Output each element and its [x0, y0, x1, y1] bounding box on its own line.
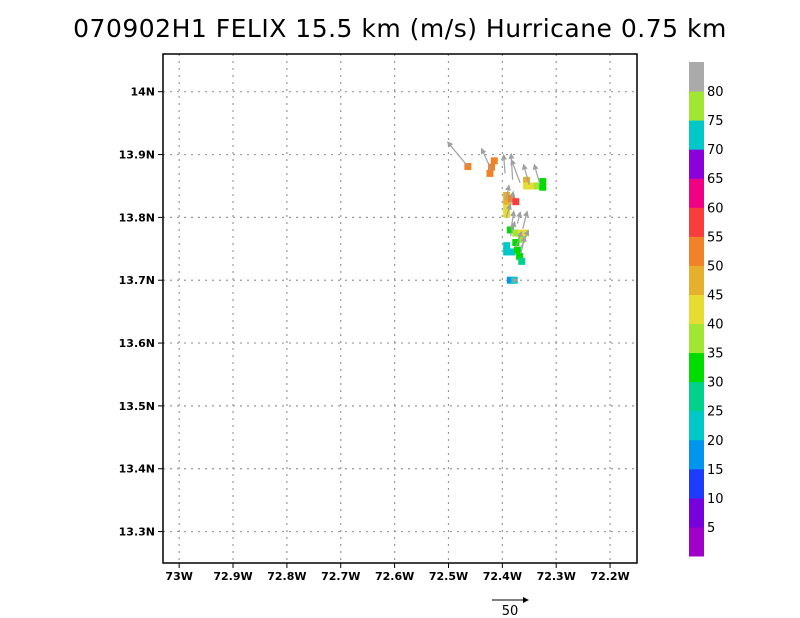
x-tick-label: 73W — [165, 570, 192, 583]
wind-speed-cell — [506, 276, 514, 284]
x-tick-label: 72.2W — [590, 570, 629, 583]
wind-vector — [480, 147, 493, 171]
wind-vector — [508, 152, 515, 180]
colorbar-label: 5 — [707, 521, 715, 536]
wind-vector — [522, 163, 530, 185]
wind-speed-cell — [539, 178, 547, 186]
x-tick-label: 72.9W — [213, 570, 252, 583]
wind-vector — [500, 153, 507, 174]
wind-speed-cell — [528, 182, 536, 190]
colorbar-segment — [689, 207, 704, 237]
colorbar-label: 10 — [707, 492, 724, 507]
x-tick-label: 72.7W — [321, 570, 360, 583]
wind-speed-cell — [488, 163, 496, 171]
x-tick-label: 72.8W — [267, 570, 306, 583]
colorbar-label: 45 — [707, 288, 724, 303]
colorbar-label: 70 — [707, 143, 724, 158]
wind-speed-cell — [513, 246, 521, 254]
colorbar-label: 35 — [707, 347, 724, 362]
wind-vector — [520, 229, 530, 248]
reference-vector: 50 — [492, 597, 529, 618]
colorbar-segment — [689, 265, 704, 295]
wind-speed-cells — [464, 157, 547, 284]
colorbar-segment — [689, 468, 704, 499]
reference-vector-label: 50 — [502, 604, 519, 618]
colorbar: 5 10 15 20 25 30 35 40 45 50 55 60 65 70 75 80 — [689, 62, 724, 557]
wind-speed-cell — [518, 257, 526, 265]
wind-vector — [505, 203, 512, 218]
colorbar-segment — [689, 178, 704, 208]
colorbar-segment — [689, 120, 704, 150]
x-tick-label: 72.4W — [483, 570, 522, 583]
wind-vector — [509, 220, 517, 237]
colorbar-label: 20 — [707, 434, 724, 449]
colorbar-segment — [689, 149, 704, 179]
wind-speed-cell — [490, 157, 498, 165]
y-tick-label: 13.9N — [119, 149, 155, 162]
colorbar-label: 80 — [707, 85, 724, 100]
wind-speed-cell — [516, 252, 524, 260]
chart-title: 070902H1 FELIX 15.5 km (m/s) Hurricane 0… — [73, 14, 727, 43]
y-tick-label: 14N — [130, 86, 155, 99]
wind-speed-cell — [523, 176, 531, 184]
x-tick-label: 72.5W — [429, 570, 468, 583]
y-tick-label: 13.8N — [119, 211, 155, 224]
wind-speed-cell — [523, 182, 531, 190]
y-tick-label: 13.5N — [119, 400, 155, 413]
y-tick-label: 13.3N — [119, 526, 155, 539]
y-axis: 14N 13.9N 13.8N 13.7N 13.6N 13.5N 13.4N 13.3N — [119, 86, 163, 539]
wind-speed-cell — [506, 226, 514, 234]
plot-frame — [162, 53, 638, 564]
colorbar-label: 40 — [707, 318, 724, 333]
wind-vector — [522, 210, 529, 229]
colorbar-label: 30 — [707, 376, 724, 391]
colorbar-label: 15 — [707, 463, 724, 478]
wind-vector — [510, 158, 521, 184]
colorbar-label: 55 — [707, 230, 724, 245]
colorbar-segment — [689, 410, 704, 441]
colorbar-segment — [689, 294, 704, 325]
wind-speed-cell — [503, 248, 511, 256]
colorbar-label: 65 — [707, 172, 724, 187]
colorbar-segment — [689, 323, 704, 354]
colorbar-segment — [689, 439, 704, 470]
wind-speed-cell — [508, 248, 516, 256]
y-tick-label: 13.4N — [119, 463, 155, 476]
wind-speed-cell — [512, 229, 520, 237]
wind-speed-cell — [539, 183, 547, 191]
colorbar-label: 25 — [707, 405, 724, 420]
x-tick-label: 72.6W — [375, 570, 414, 583]
colorbar-segment — [689, 381, 704, 412]
x-tick-label: 72.3W — [537, 570, 576, 583]
x-axis: 73W 72.9W 72.8W 72.7W 72.6W 72.5W 72.4W 72.3W 72… — [165, 563, 630, 583]
wind-speed-cell — [486, 169, 494, 177]
colorbar-segment — [689, 497, 704, 528]
y-tick-label: 13.7N — [119, 274, 155, 287]
wind-speed-cell — [512, 239, 520, 247]
wind-vector — [532, 163, 541, 185]
colorbar-segment — [689, 352, 704, 383]
wind-speed-cell — [503, 198, 511, 206]
colorbar-segment — [689, 526, 704, 557]
y-tick-label: 13.6N — [119, 337, 155, 350]
wind-vector — [516, 211, 523, 224]
wind-vector — [447, 141, 469, 167]
wind-speed-cell — [533, 182, 541, 190]
colorbar-label: 75 — [707, 114, 724, 129]
grid-lines — [163, 54, 637, 563]
colorbar-label: 60 — [707, 201, 724, 216]
colorbar-label: 50 — [707, 259, 724, 274]
wind-vectors — [447, 141, 541, 284]
wind-vector — [505, 184, 511, 200]
wind-speed-cell — [512, 198, 520, 206]
wind-vector — [515, 230, 523, 248]
colorbar-segment — [689, 236, 704, 266]
colorbar-segment — [689, 91, 704, 121]
colorbar-segment — [689, 62, 704, 92]
wind-speed-cell — [503, 242, 511, 250]
